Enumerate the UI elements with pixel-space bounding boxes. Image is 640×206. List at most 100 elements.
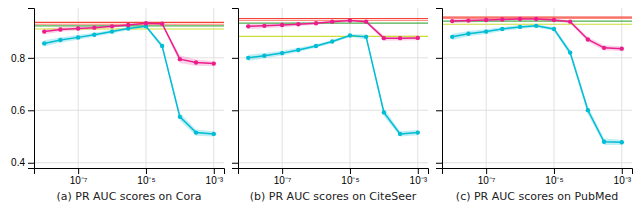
y-tick: 0.4	[11, 157, 34, 168]
y-tick	[436, 163, 442, 164]
x-axis-title: (b) PR AUC scores on CiteSeer	[250, 190, 417, 203]
x-axis: 10⁻⁷ 10⁻⁵ 10⁻³	[239, 168, 429, 186]
series-marker	[212, 61, 216, 65]
grid	[238, 8, 428, 168]
grid-line-y	[34, 110, 224, 111]
y-tick-mark	[436, 58, 442, 59]
series-marker	[416, 130, 420, 134]
series-marker	[450, 35, 454, 39]
x-axis: 10⁻⁷ 10⁻⁵ 10⁻³	[443, 168, 633, 186]
y-tick-mark	[232, 58, 238, 59]
y-tick-mark	[436, 110, 442, 111]
series-marker	[314, 21, 318, 25]
grid-line-x	[78, 8, 79, 168]
error-band	[452, 18, 622, 51]
y-tick-label: 0.6	[11, 105, 25, 116]
series-line	[248, 36, 418, 134]
series-marker	[76, 35, 80, 39]
x-tick-label: 10⁻³	[614, 175, 632, 186]
y-tick: 0.6	[11, 105, 34, 116]
y-axis-line	[436, 9, 443, 169]
x-tick: 10⁻⁷	[478, 168, 496, 186]
grid-line-x	[349, 8, 350, 168]
x-axis-line	[239, 169, 429, 175]
series-marker	[398, 132, 402, 136]
series-marker	[586, 108, 590, 112]
x-tick-mark	[146, 168, 147, 174]
grid-line-x	[417, 8, 418, 168]
series-marker	[110, 24, 114, 28]
series-marker	[330, 19, 334, 23]
grid-line-y	[34, 57, 224, 58]
series-marker	[246, 24, 250, 28]
series-marker	[58, 27, 62, 31]
series-marker	[296, 22, 300, 26]
x-tick-mark	[622, 168, 623, 174]
x-tick-label: 10⁻³	[410, 175, 428, 186]
panel: 10⁻⁷ 10⁻⁵ 10⁻³ (b) PR AUC scores on CiteSee…	[232, 8, 429, 203]
series-marker	[466, 32, 470, 36]
series-marker	[178, 57, 182, 61]
series-marker	[518, 17, 522, 21]
series-marker	[110, 29, 114, 33]
y-axis	[436, 9, 443, 169]
grid-line-y	[442, 57, 632, 58]
series-marker	[534, 17, 538, 21]
plot-area	[238, 18, 428, 136]
y-tick	[232, 110, 238, 111]
series-marker	[42, 41, 46, 45]
series-marker	[484, 18, 488, 22]
series-marker	[416, 36, 420, 40]
series-marker	[500, 17, 504, 21]
grid-line-y	[34, 162, 224, 163]
series-marker	[314, 44, 318, 48]
series-marker	[42, 29, 46, 33]
series-marker	[382, 110, 386, 114]
y-tick-mark	[436, 163, 442, 164]
x-tick-mark	[554, 168, 555, 174]
x-tick-mark	[418, 168, 419, 174]
series-marker	[398, 36, 402, 40]
x-axis-line	[443, 169, 633, 175]
x-tick: 10⁻³	[614, 168, 632, 186]
error-band	[44, 25, 214, 136]
series-line	[44, 26, 214, 134]
series-marker	[466, 18, 470, 22]
series-marker	[568, 19, 572, 23]
grid-line-y	[442, 110, 632, 111]
y-axis-line	[28, 9, 35, 169]
x-tick-mark	[78, 168, 79, 174]
series-marker	[484, 29, 488, 33]
x-tick: 10⁻⁵	[545, 168, 563, 186]
y-tick	[232, 58, 238, 59]
y-tick: 0.8	[11, 53, 34, 64]
grid-line-x	[553, 8, 554, 168]
y-tick-mark	[232, 110, 238, 111]
grid-line-y	[442, 162, 632, 163]
plot-area	[34, 21, 224, 137]
series-marker	[280, 51, 284, 55]
series-line	[44, 23, 214, 63]
series-marker	[602, 46, 606, 50]
x-axis-title: (c) PR AUC scores on PubMed	[456, 190, 618, 203]
panel: 10⁻⁷ 10⁻⁵ 10⁻³ (c) PR AUC scores on PubMed	[436, 8, 633, 203]
series-marker	[364, 35, 368, 39]
y-tick-mark	[232, 163, 238, 164]
y-axis-line	[232, 9, 239, 169]
series-marker	[212, 132, 216, 136]
series-marker	[450, 19, 454, 23]
series-marker	[92, 33, 96, 37]
x-tick-label: 10⁻⁵	[341, 175, 359, 186]
y-tick-label: 0.8	[11, 53, 25, 64]
series-marker	[296, 48, 300, 52]
x-tick: 10⁻⁷	[274, 168, 292, 186]
series-marker	[160, 22, 164, 26]
series-marker	[76, 26, 80, 30]
y-axis	[232, 9, 239, 169]
series-marker	[620, 140, 624, 144]
grid-line-y	[238, 162, 428, 163]
y-tick	[436, 58, 442, 59]
x-tick: 10⁻⁵	[341, 168, 359, 186]
x-tick-mark	[486, 168, 487, 174]
series-marker	[262, 24, 266, 28]
